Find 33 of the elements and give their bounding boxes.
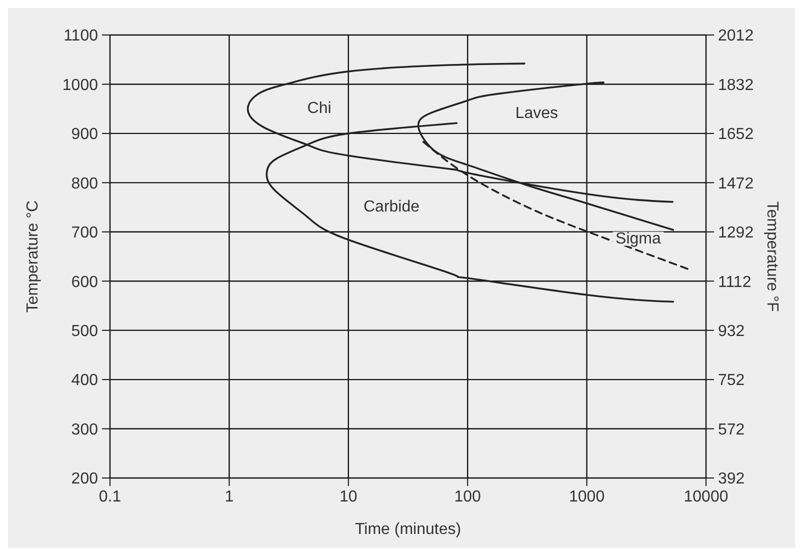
y-tick-label: 300 [71,421,98,438]
y2-tick-label: 2012 [718,28,754,45]
annotation: Carbide [364,198,420,216]
y2-tick-label: 392 [718,470,745,488]
y-tick-label: 400 [71,372,98,390]
y-tick-label: 500 [71,323,98,340]
x-tick-label: 10000 [684,488,728,506]
x-tick-label: 0.1 [98,488,122,506]
y2-tick-label: 752 [718,372,745,390]
y2-tick-label: 1652 [718,126,754,144]
y-tick-label: 900 [71,126,98,144]
annotation: Laves [515,104,558,122]
y2-tick-label: 1472 [718,175,754,192]
y-tick-label: 1100 [64,28,98,45]
y2-tick-label: 1292 [718,224,754,242]
y-tick-label: 600 [71,274,98,291]
y2-tick-label: 572 [718,421,745,438]
y2-tick-label: 1832 [718,76,754,94]
x-axis-title: Time (minutes) [354,521,462,538]
y-axis-title: Temperature °C [24,200,42,313]
annotation: Chi [307,100,332,117]
x-tick-label: 100 [454,488,482,506]
annotation: Sigma [616,230,661,248]
y2-axis-title: Temperature °F [763,201,780,312]
y-tick-label: 200 [71,470,98,488]
x-tick-label: 1 [224,488,234,506]
x-tick-label: 10 [340,488,358,506]
y-tick-label: 700 [71,224,98,242]
y-tick-label: 1000 [62,76,98,94]
y2-tick-label: 932 [718,323,745,340]
x-tick-label: 1000 [569,488,605,506]
y-tick-label: 800 [71,175,98,192]
y2-tick-label: 1112 [718,274,752,291]
